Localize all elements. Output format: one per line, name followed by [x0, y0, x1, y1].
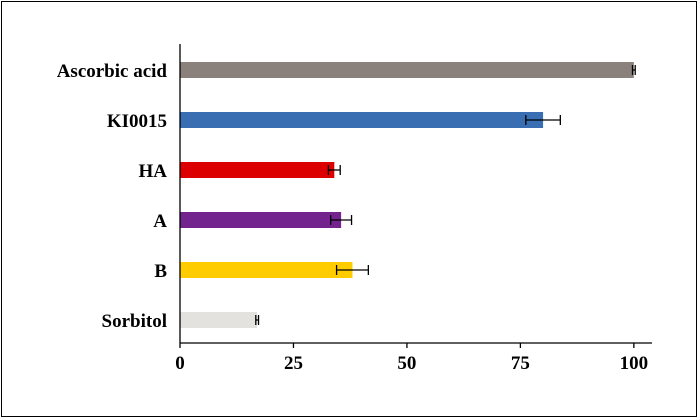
error-bar-b	[335, 265, 369, 275]
error-bar-ha	[327, 165, 341, 175]
category-label-ki0015: KI0015	[107, 111, 167, 132]
bar-b	[180, 262, 353, 278]
bar-a	[180, 212, 342, 228]
x-tick-label-100: 100	[620, 353, 649, 374]
category-label-a: A	[153, 211, 167, 232]
bar-ha	[180, 162, 335, 178]
error-bar-sorbitol	[255, 315, 260, 325]
bar-ascorbic-acid	[180, 62, 634, 78]
category-label-ha: HA	[139, 161, 168, 182]
bar-ki0015	[180, 112, 544, 128]
category-label-ascorbic-acid: Ascorbic acid	[57, 61, 168, 82]
error-bar-ascorbic-acid	[631, 65, 636, 75]
error-bar-ki0015	[525, 115, 561, 125]
bars-group	[180, 62, 634, 328]
bar-sorbitol	[180, 312, 258, 328]
error-bars-group	[255, 65, 636, 325]
x-tick-label-25: 25	[284, 353, 303, 374]
axes-group	[179, 44, 652, 348]
category-label-b: B	[154, 261, 167, 282]
x-tick-label-50: 50	[397, 353, 416, 374]
category-label-sorbitol: Sorbitol	[102, 311, 167, 332]
labels-group: Ascorbic acid KI0015 HA A B Sorbitol 0 25 50 75 10…	[57, 61, 648, 374]
x-tick-label-0: 0	[175, 353, 185, 374]
x-tick-label-75: 75	[511, 353, 530, 374]
error-bar-a	[330, 215, 353, 225]
